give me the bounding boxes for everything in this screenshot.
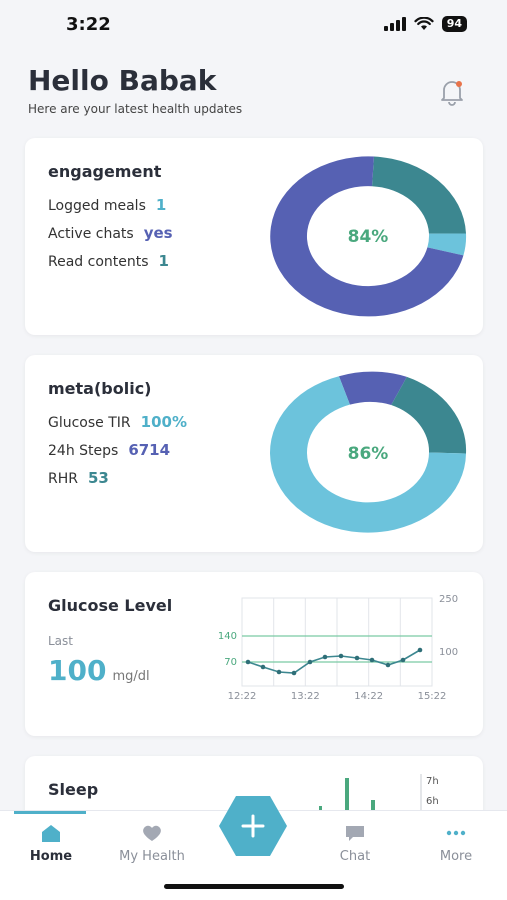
glucose-value: 100	[48, 654, 107, 687]
sleep-bar	[345, 778, 349, 815]
wifi-icon	[414, 17, 434, 30]
cellular-signal-icon	[383, 17, 406, 31]
engagement-donut-chart: 84%	[270, 156, 467, 317]
metabolic-donut-chart: 86%	[270, 371, 467, 533]
donut-segment-indigo	[270, 156, 464, 317]
add-button[interactable]	[218, 794, 288, 858]
metric-label: RHR	[48, 471, 78, 487]
home-icon	[42, 825, 60, 842]
metric-row-read-contents: Read contents 1	[48, 252, 169, 270]
metric-row-glucose-tir: Glucose TIR 100%	[48, 413, 187, 431]
tab-chat[interactable]: Chat	[310, 823, 400, 864]
metric-value: yes	[143, 224, 173, 242]
metric-row-active-chats: Active chats yes	[48, 224, 173, 242]
donut-segment-indigo	[338, 371, 407, 406]
metabolic-percent: 86%	[348, 444, 389, 464]
battery-level: 94	[441, 16, 467, 32]
home-indicator	[164, 884, 344, 889]
tab-label: More	[439, 849, 473, 864]
metric-row-logged-meals: Logged meals 1	[48, 196, 166, 214]
sleep-y-tick: 6h	[426, 796, 439, 807]
glucose-line-chart: 140 70 250 100 12:22 13:22 14:22 15:22	[218, 594, 458, 702]
notification-bell-icon[interactable]	[436, 76, 468, 108]
donut-segment-sky	[427, 233, 467, 256]
status-time: 3:22	[66, 14, 111, 35]
metric-label: Glucose TIR	[48, 415, 131, 431]
tab-label: Home	[29, 849, 73, 864]
greeting-title: Hello Babak	[28, 64, 217, 97]
chat-bubble-icon	[346, 826, 364, 841]
heart-icon	[143, 825, 161, 841]
donut-segment-teal	[372, 156, 466, 234]
glucose-point	[291, 670, 297, 676]
y-left-tick: 140	[218, 631, 237, 642]
metric-label: Active chats	[48, 226, 134, 242]
x-tick: 12:22	[228, 691, 257, 702]
engagement-percent: 84%	[348, 227, 389, 247]
sleep-title: Sleep	[48, 780, 99, 799]
glucose-reading: 100 mg/dl	[48, 654, 150, 687]
donut-segment-sky	[270, 376, 466, 533]
sleep-bar-chart: 7h 6h	[319, 774, 439, 815]
glucose-point	[417, 647, 423, 653]
y-right-tick: 100	[439, 647, 458, 658]
metric-label: Read contents	[48, 254, 149, 270]
y-right-tick: 250	[439, 594, 458, 605]
y-left-tick: 70	[224, 657, 237, 668]
metric-value: 53	[87, 469, 109, 487]
metric-value: 100%	[140, 413, 187, 431]
glucose-card[interactable]: Glucose Level Last 100 mg/dl 140 70 250 …	[25, 572, 483, 736]
glucose-point	[307, 659, 313, 665]
glucose-point	[245, 659, 251, 665]
engagement-title: engagement	[48, 162, 162, 181]
metric-label: Logged meals	[48, 198, 146, 214]
glucose-series-line	[247, 649, 421, 674]
tab-home[interactable]: Home	[6, 823, 96, 864]
metric-label: 24h Steps	[48, 443, 119, 459]
tab-label: My Health	[119, 849, 185, 864]
glucose-point	[276, 669, 282, 675]
greeting-subtitle: Here are your latest health updates	[28, 102, 243, 116]
glucose-point	[322, 654, 328, 660]
metric-value: 6714	[128, 441, 171, 459]
glucose-last-label: Last	[48, 634, 73, 648]
plus-icon	[241, 814, 265, 838]
metric-row-rhr: RHR 53	[48, 469, 109, 487]
tab-label: Chat	[339, 849, 371, 864]
glucose-point	[400, 657, 406, 663]
sleep-y-tick: 7h	[426, 776, 439, 787]
more-dots-icon	[446, 830, 466, 836]
glucose-points	[245, 647, 423, 676]
status-icons: 94	[383, 16, 467, 32]
x-tick: 14:22	[354, 691, 383, 702]
metric-value: 1	[155, 196, 167, 214]
x-tick: 15:22	[418, 691, 447, 702]
glucose-point	[354, 655, 360, 661]
tab-more[interactable]: More	[411, 823, 501, 864]
glucose-chart-grid	[241, 597, 433, 687]
engagement-card[interactable]: engagement Logged meals 1 Active chats y…	[25, 138, 483, 335]
x-tick: 13:22	[291, 691, 320, 702]
metric-row-24h-steps: 24h Steps 6714	[48, 441, 170, 459]
glucose-title: Glucose Level	[48, 596, 173, 615]
glucose-point	[369, 657, 375, 663]
tab-my-health[interactable]: My Health	[107, 823, 197, 864]
metabolic-title: meta(bolic)	[48, 379, 152, 398]
glucose-point	[385, 662, 391, 668]
glucose-point	[338, 653, 344, 659]
metabolic-card[interactable]: meta(bolic) Glucose TIR 100% 24h Steps 6…	[25, 355, 483, 552]
sleep-bar	[371, 800, 375, 815]
metric-value: 1	[158, 252, 169, 270]
tab-active-indicator	[14, 811, 86, 814]
status-bar: 3:22 94	[0, 0, 507, 50]
donut-segment-teal	[391, 376, 467, 454]
glucose-unit: mg/dl	[112, 669, 150, 684]
glucose-point	[260, 664, 266, 670]
